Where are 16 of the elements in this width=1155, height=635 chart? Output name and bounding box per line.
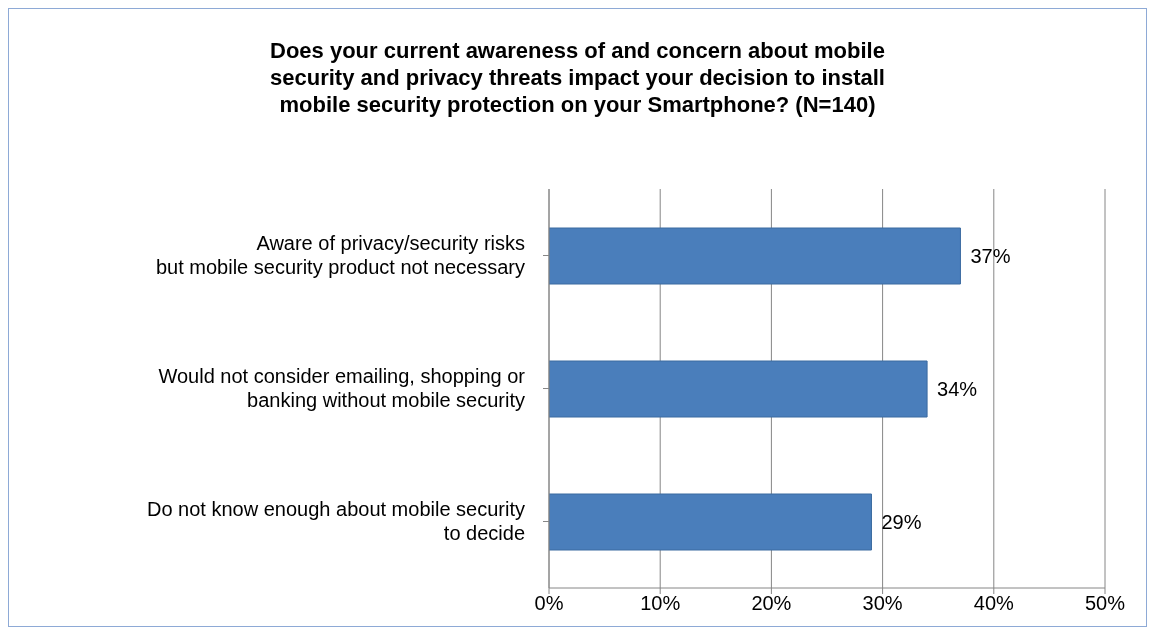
data-label: 29% xyxy=(881,511,922,533)
y-tick-label: Would not consider emailing, shopping or banking without mobile security xyxy=(158,364,526,411)
y-tick-label: Do not know enough about mobile security to decide xyxy=(146,497,525,544)
x-tick-label: 10% xyxy=(640,592,681,615)
bar xyxy=(549,493,872,551)
data-label: 34% xyxy=(937,378,978,400)
bar xyxy=(549,227,961,285)
x-tick-label: 50% xyxy=(1084,592,1126,615)
y-tick-label: Aware of privacy/security risks but mobile security product not necessary xyxy=(155,231,525,278)
x-tick-label: 30% xyxy=(862,592,903,615)
x-tick-label: 0% xyxy=(534,592,564,615)
x-tick-label: 20% xyxy=(751,592,792,615)
x-tick-label: 40% xyxy=(973,592,1015,615)
data-label: 37% xyxy=(970,245,1011,267)
chart-title: Does your current awareness of and concern about mobile security and privacy threats impact your decision to install mobile security protection on your Smartphone? (N=140) xyxy=(269,37,886,118)
bar xyxy=(549,360,928,418)
